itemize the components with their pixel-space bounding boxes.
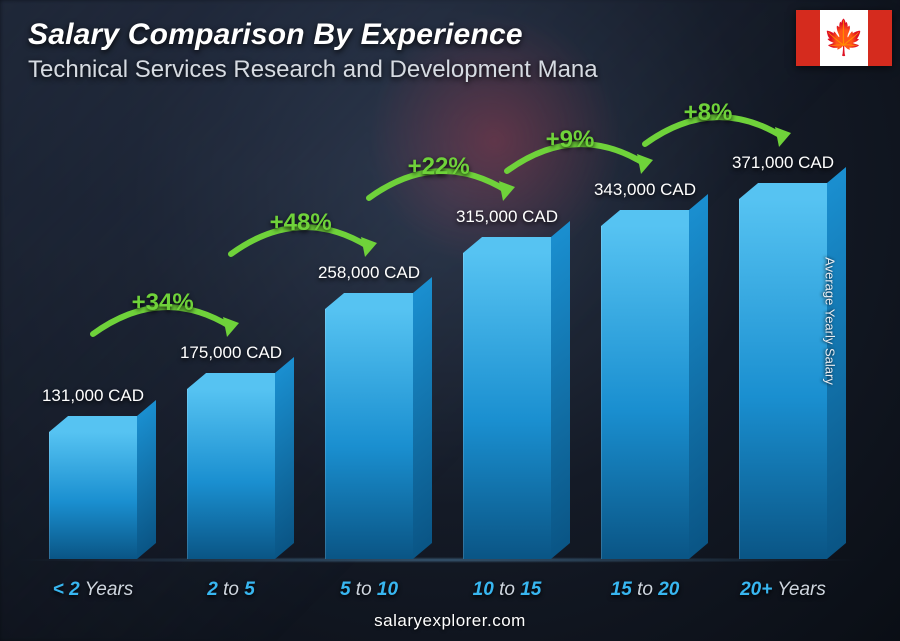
x-category-3: 10 to 15 — [438, 579, 576, 601]
bar-value-label: 258,000 CAD — [294, 263, 444, 283]
pct-increase-3: +9% — [507, 116, 645, 176]
pct-label: +34% — [132, 289, 194, 317]
pct-increase-2: +22% — [369, 143, 507, 203]
bar-side — [413, 277, 432, 559]
bar-value-label: 175,000 CAD — [156, 343, 306, 363]
x-category-5: 20+ Years — [714, 579, 852, 601]
x-category-1: 2 to 5 — [162, 579, 300, 601]
maple-leaf-icon: 🍁 — [823, 21, 865, 55]
bar-4 — [601, 226, 689, 559]
bar-5 — [739, 199, 827, 559]
pct-label: +9% — [546, 126, 595, 154]
bar-value-label: 371,000 CAD — [708, 153, 858, 173]
x-category-2: 5 to 10 — [300, 579, 438, 601]
bar-side — [137, 400, 156, 559]
bar-value-label: 343,000 CAD — [570, 180, 720, 200]
x-category-4: 15 to 20 — [576, 579, 714, 601]
bar-3 — [463, 253, 551, 559]
chart-subtitle: Technical Services Research and Developm… — [28, 56, 872, 84]
bar-front — [187, 389, 275, 559]
bar-2 — [325, 309, 413, 559]
pct-increase-4: +8% — [645, 89, 783, 149]
bar-side — [551, 221, 570, 559]
bar-front — [49, 432, 137, 559]
footer-attribution: salaryexplorer.com — [0, 611, 900, 631]
flag-band-left — [796, 10, 820, 66]
pct-label: +48% — [270, 209, 332, 237]
flag-center: 🍁 — [820, 10, 868, 66]
x-category-0: < 2 Years — [24, 579, 162, 601]
bar-value-label: 315,000 CAD — [432, 207, 582, 227]
bar-slot-4: 343,000 CAD — [576, 120, 714, 559]
bar-0 — [49, 432, 137, 559]
bar-front — [463, 253, 551, 559]
y-axis-label: Average Yearly Salary — [823, 257, 838, 385]
bar-slot-1: 175,000 CAD — [162, 120, 300, 559]
country-flag-canada: 🍁 — [796, 10, 892, 66]
bar-front — [601, 226, 689, 559]
bar-1 — [187, 389, 275, 559]
bar-front — [325, 309, 413, 559]
bar-side — [689, 194, 708, 559]
pct-increase-0: +34% — [93, 279, 231, 339]
pct-increase-1: +48% — [231, 199, 369, 259]
bar-value-label: 131,000 CAD — [18, 386, 168, 406]
pct-label: +8% — [684, 99, 733, 127]
bar-front — [739, 199, 827, 559]
bar-side — [275, 357, 294, 559]
x-axis: < 2 Years2 to 55 to 1010 to 1515 to 2020… — [24, 579, 852, 601]
header: Salary Comparison By Experience Technica… — [28, 18, 872, 84]
pct-label: +22% — [408, 153, 470, 181]
bar-slot-0: 131,000 CAD — [24, 120, 162, 559]
flag-band-right — [868, 10, 892, 66]
chart-title: Salary Comparison By Experience — [28, 18, 872, 52]
bar-chart: 131,000 CAD175,000 CAD258,000 CAD315,000… — [24, 120, 852, 559]
